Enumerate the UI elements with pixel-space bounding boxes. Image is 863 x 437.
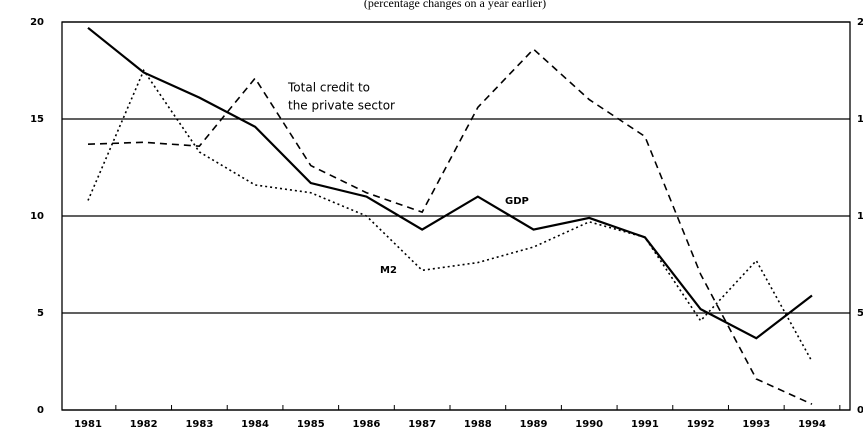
y2-tick-label: 15: [857, 114, 863, 125]
x-tick-label: 1992: [687, 419, 715, 430]
y2-tick-label: 10: [857, 211, 863, 222]
series-line: [87, 26, 813, 340]
y-tick-label: 20: [30, 17, 44, 28]
x-tick-label: 1994: [798, 419, 826, 430]
y-tick-label: 5: [37, 308, 44, 319]
y-tick-label: 0: [37, 405, 44, 416]
x-tick-label: 1981: [74, 419, 102, 430]
plot-frame: [61, 21, 851, 411]
x-tick-label: 1991: [631, 419, 659, 430]
series-label: M2: [380, 265, 397, 276]
x-tick-label: 1990: [575, 419, 603, 430]
x-tick-label: 1982: [130, 419, 158, 430]
y2-tick-label: 20: [857, 17, 863, 28]
x-tick-label: 1985: [297, 419, 325, 430]
chart-subtitle: (percentage changes on a year earlier): [364, 0, 546, 10]
annotation: Total credit to: [287, 81, 370, 95]
x-tick-label: 1988: [464, 419, 492, 430]
series-label: GDP: [505, 196, 529, 207]
x-tick-label: 1993: [742, 419, 770, 430]
series-line: [87, 48, 813, 405]
x-tick-label: 1989: [520, 419, 548, 430]
y2-tick-label: 0: [857, 405, 863, 416]
x-tick-label: 1984: [241, 419, 269, 430]
series-line: [87, 68, 813, 362]
y-tick-label: 15: [30, 114, 44, 125]
y-tick-label: 10: [30, 211, 44, 222]
x-tick-label: 1986: [353, 419, 381, 430]
annotation: the private sector: [288, 99, 395, 113]
x-tick-label: 1987: [408, 419, 436, 430]
y2-tick-label: 5: [857, 308, 863, 319]
x-tick-label: 1983: [185, 419, 213, 430]
